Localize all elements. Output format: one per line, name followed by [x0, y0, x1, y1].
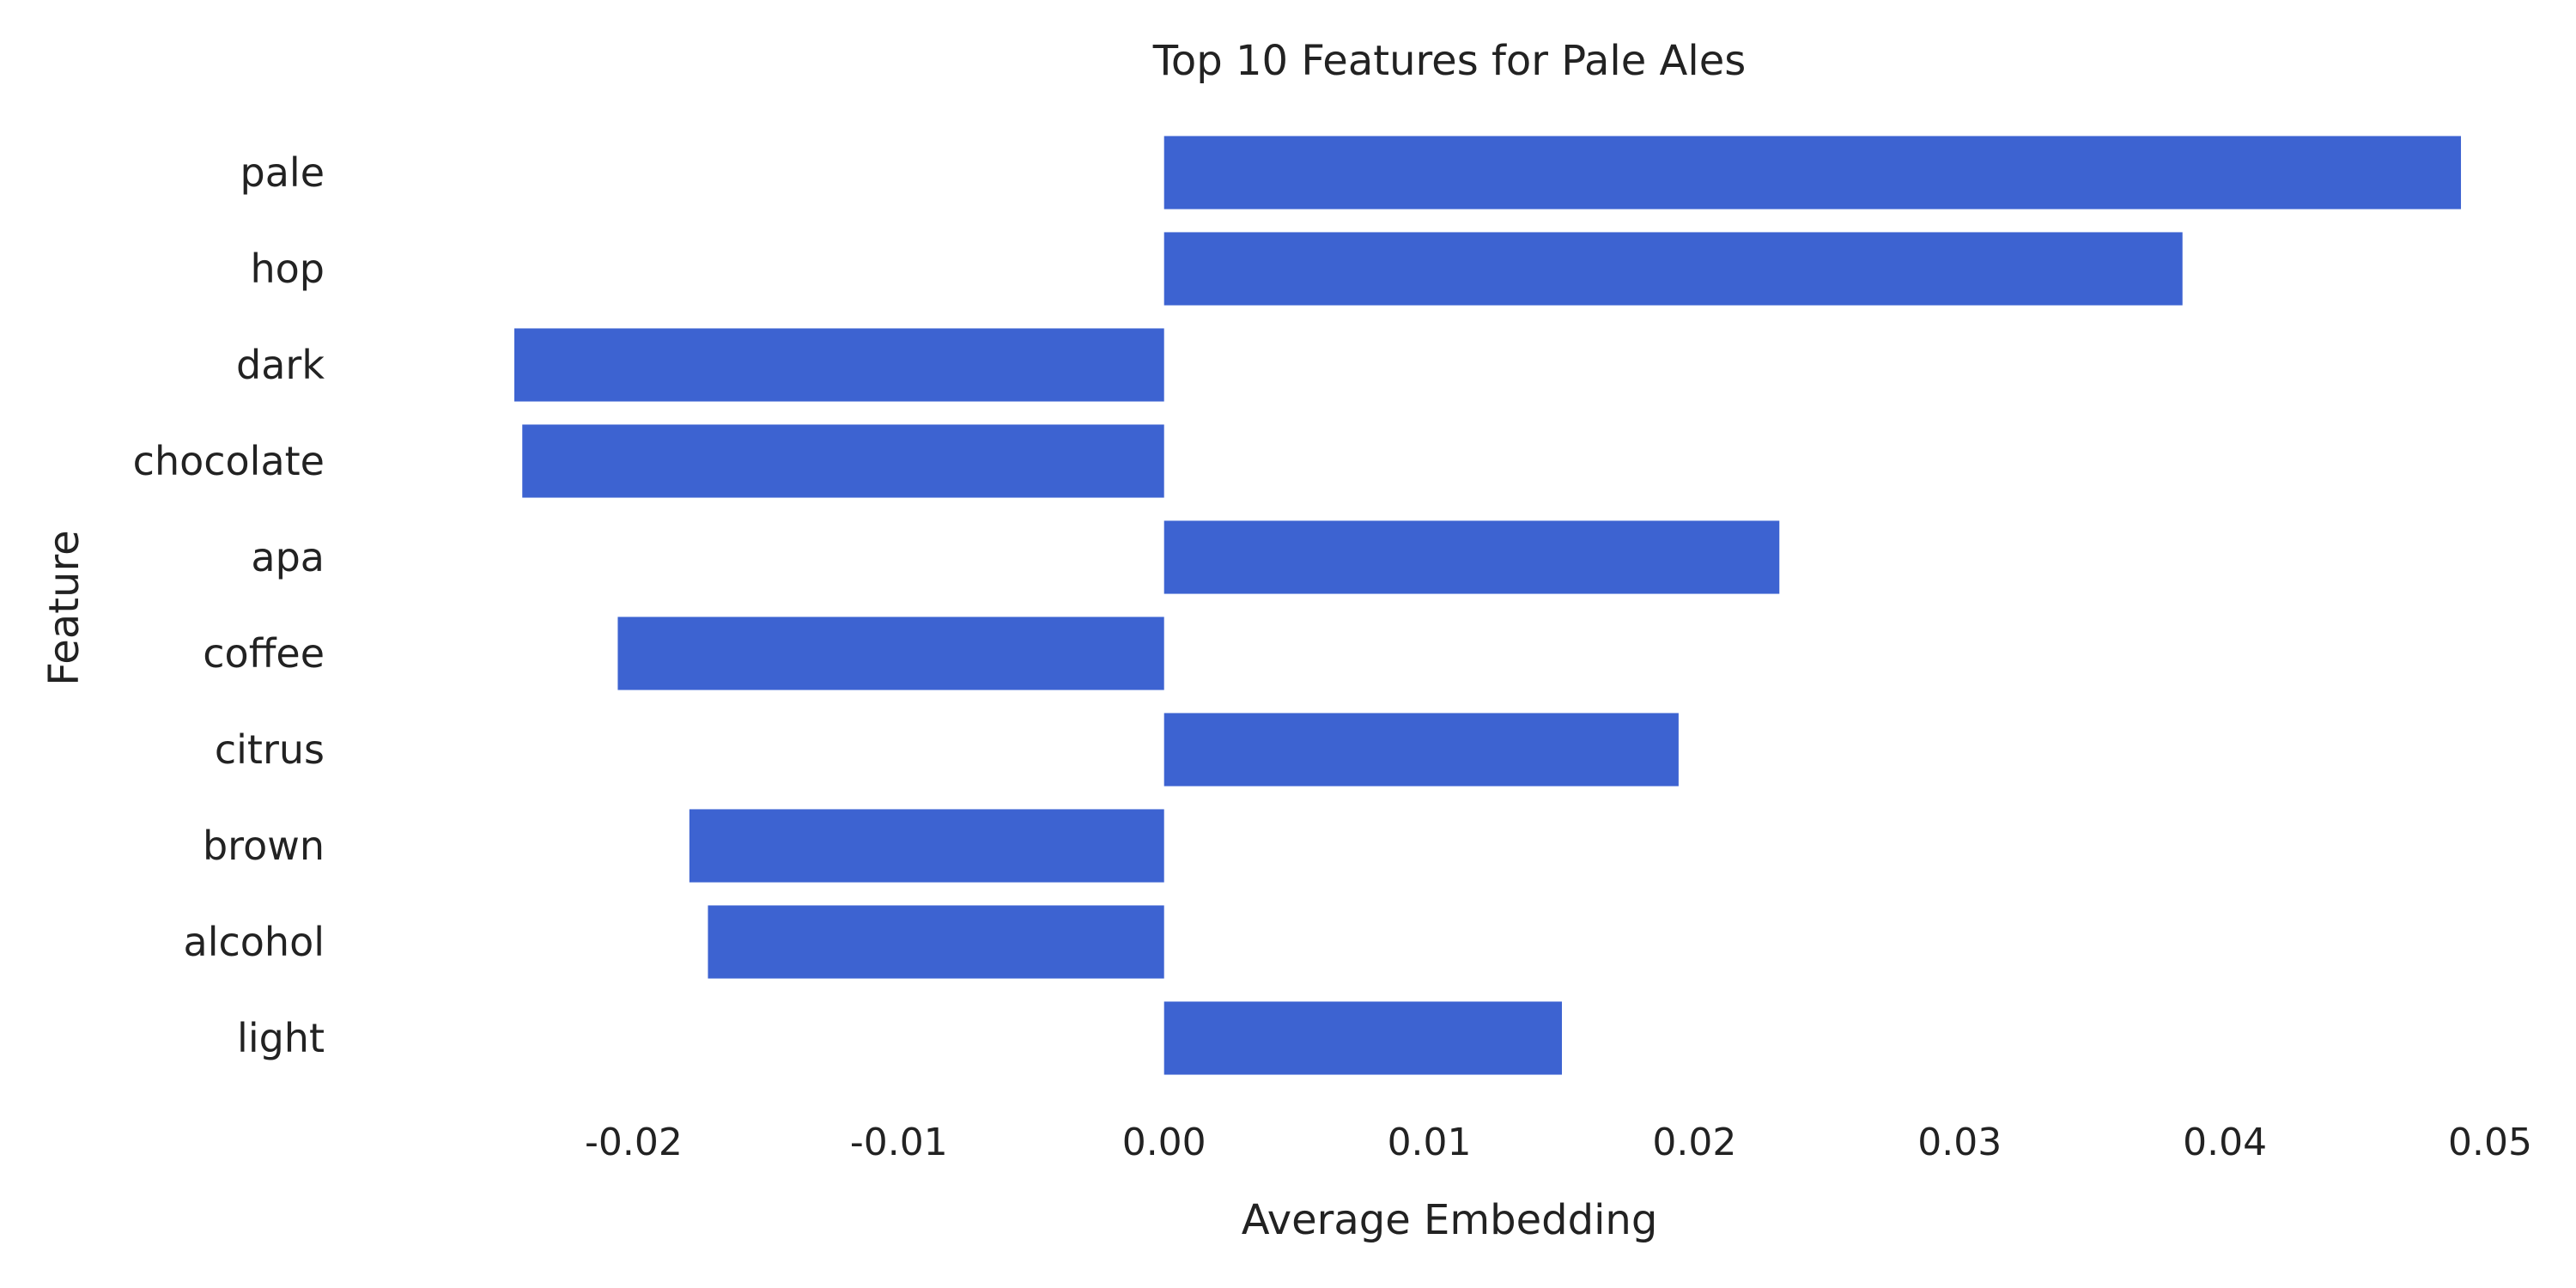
bar-light [1163, 1001, 1562, 1075]
category-label-light: light [237, 1015, 325, 1061]
category-labels-layer: pale hop dark chocolate apa coffee citrus brown… [133, 149, 325, 1061]
category-label-pale: pale [240, 149, 325, 196]
x-tick-label: -0.02 [585, 1121, 683, 1164]
bar-coffee [617, 617, 1164, 690]
category-label-hop: hop [251, 246, 325, 292]
bar-hop [1163, 232, 2183, 306]
x-tick-label: 0.05 [2448, 1121, 2532, 1164]
x-ticks-layer: -0.02 -0.01 0.00 0.01 0.02 0.03 0.04 0.05 [585, 1121, 2532, 1164]
category-label-alcohol: alcohol [184, 919, 325, 965]
bar-citrus [1163, 713, 1679, 787]
category-label-coffee: coffee [203, 630, 325, 677]
category-label-brown: brown [203, 823, 325, 869]
category-label-citrus: citrus [215, 726, 325, 773]
x-axis-label: Average Embedding [1242, 1196, 1658, 1244]
x-tick-label: 0.04 [2183, 1121, 2267, 1164]
y-axis-label: Feature [40, 530, 88, 685]
bar-chocolate [522, 424, 1164, 498]
x-tick-label: 0.02 [1652, 1121, 1736, 1164]
x-tick-label: -0.01 [850, 1121, 948, 1164]
bar-apa [1163, 520, 1780, 594]
bar-pale [1163, 136, 2462, 210]
category-label-chocolate: chocolate [133, 438, 325, 484]
bar-dark [513, 328, 1164, 402]
bar-alcohol [708, 905, 1164, 979]
bar-brown [689, 809, 1164, 883]
chart-title: Top 10 Features for Pale Ales [1152, 37, 1747, 85]
x-tick-label: 0.03 [1917, 1121, 2002, 1164]
x-tick-label: 0.00 [1122, 1121, 1206, 1164]
category-label-dark: dark [236, 342, 325, 388]
x-tick-label: 0.01 [1388, 1121, 1472, 1164]
bars-layer [513, 136, 2462, 1075]
category-label-apa: apa [251, 534, 325, 580]
